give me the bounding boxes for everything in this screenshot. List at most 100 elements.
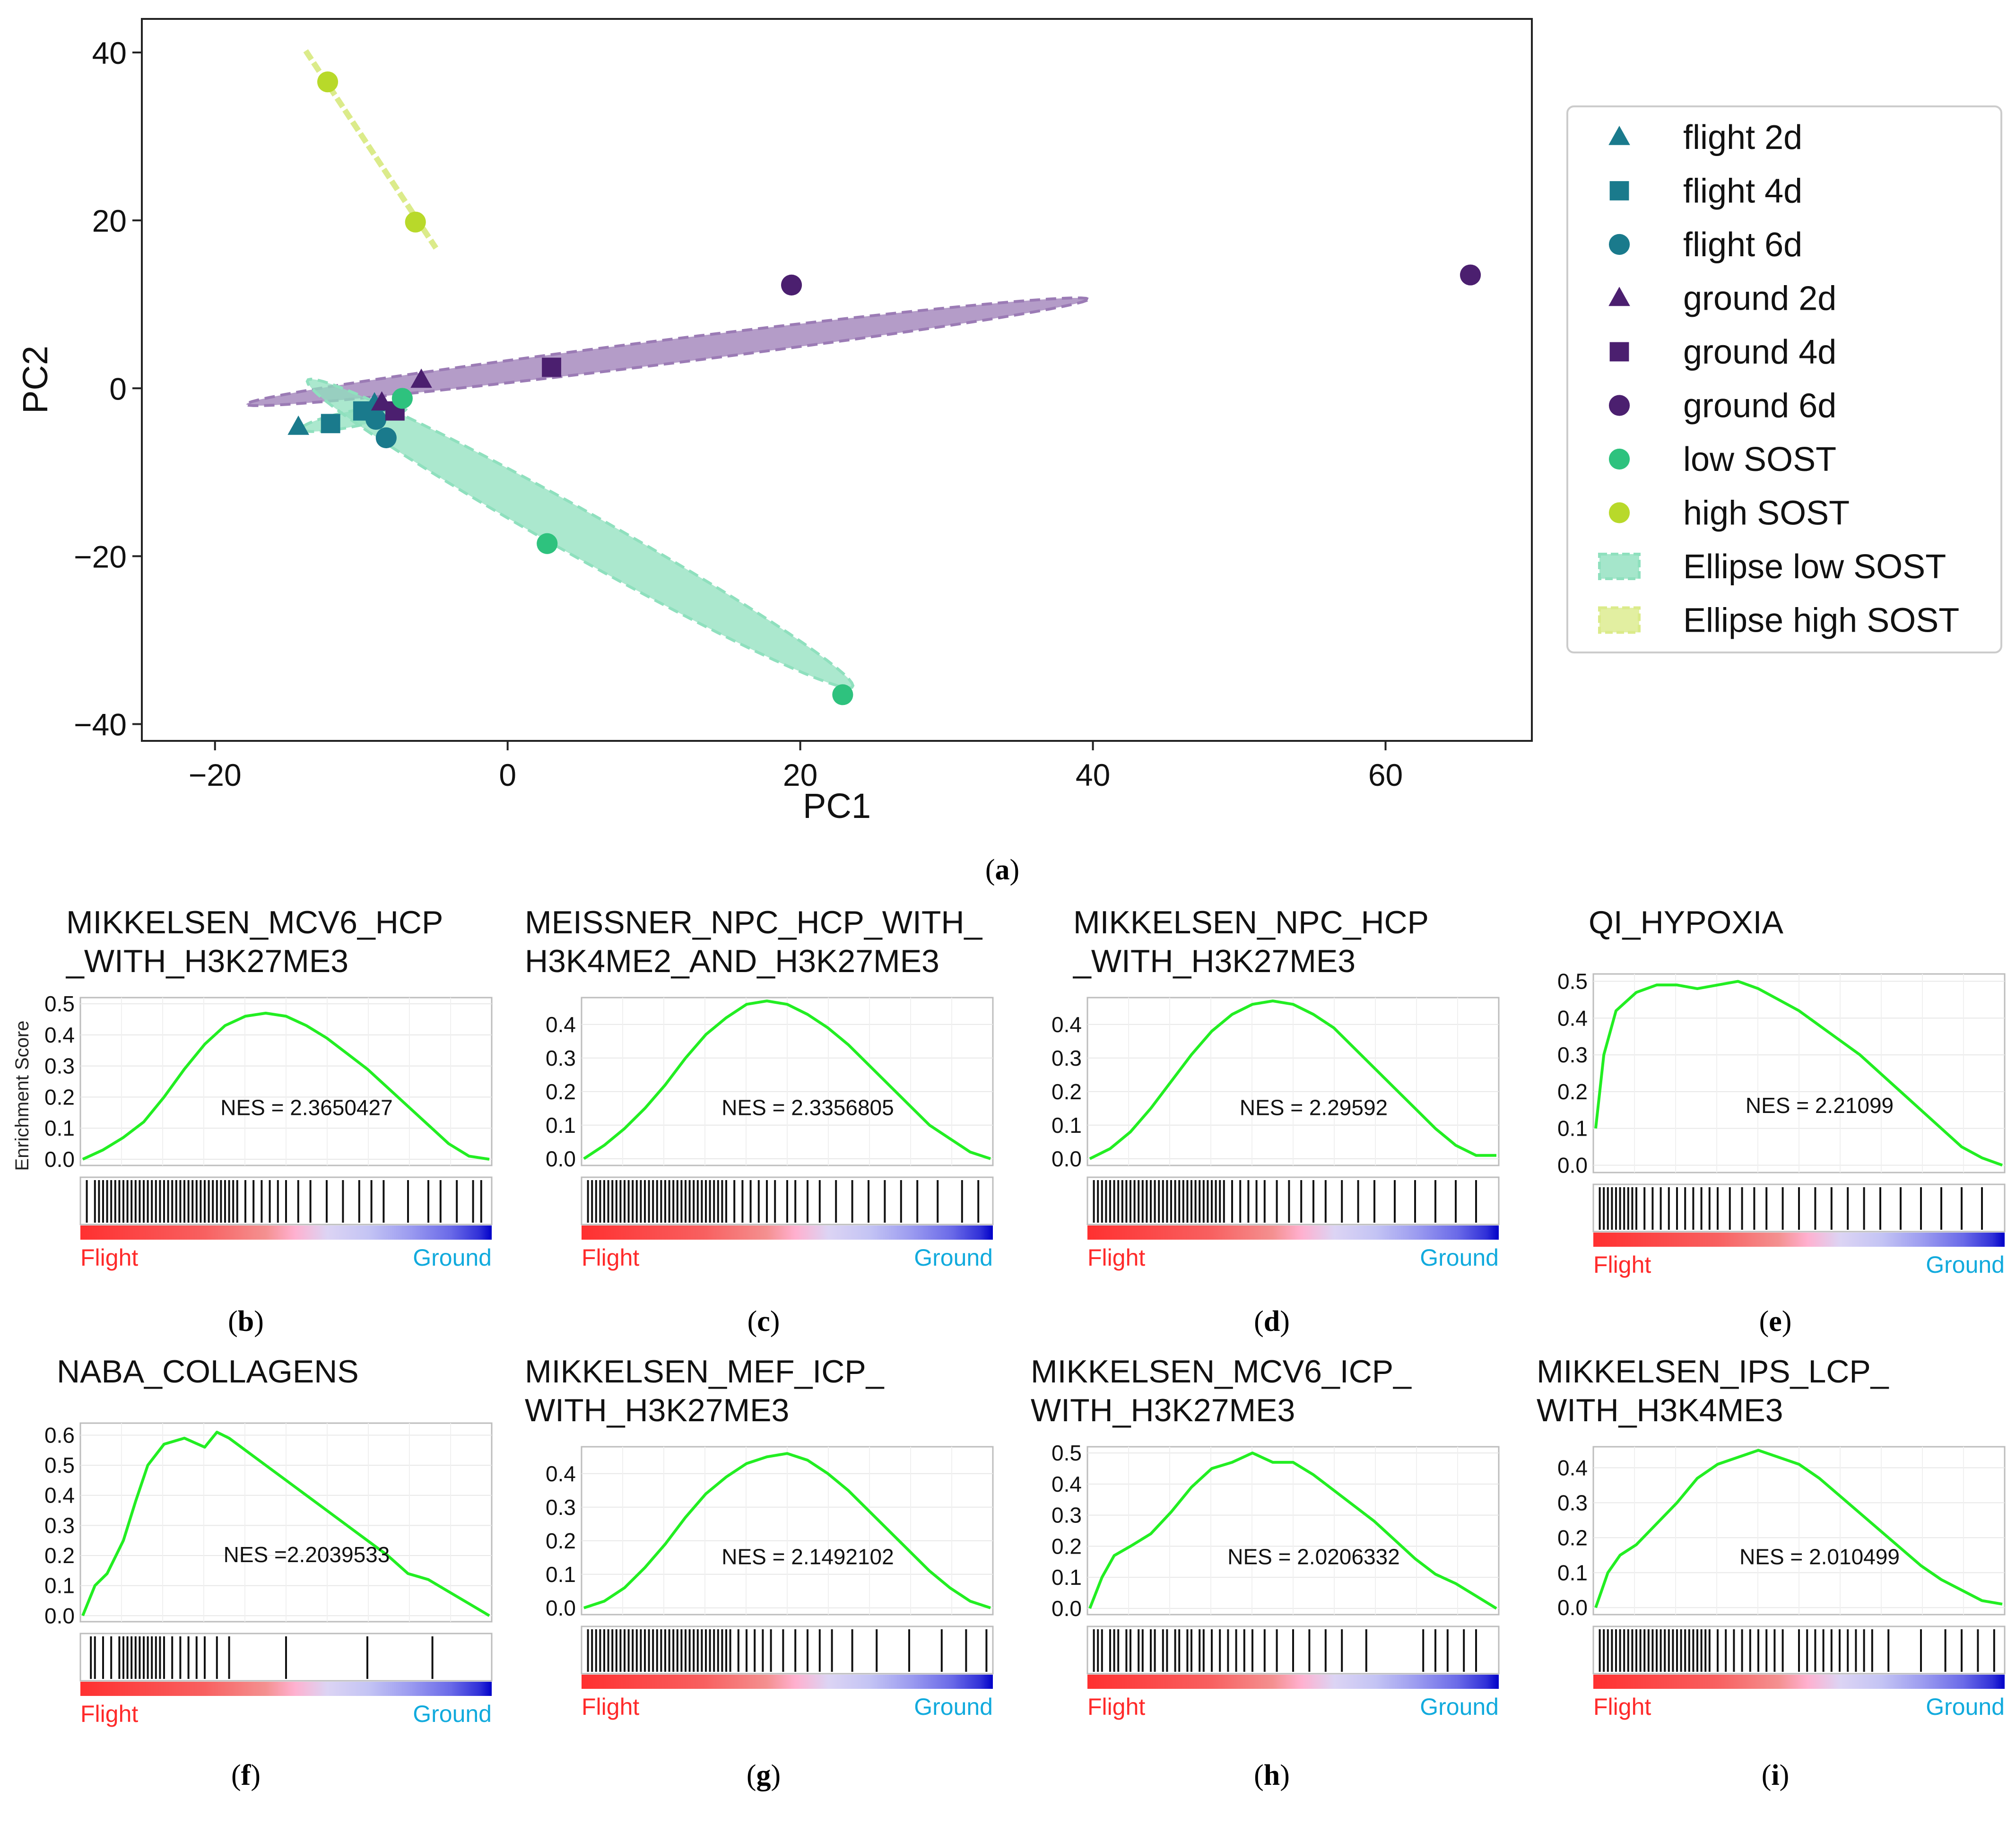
y-tick-label: 0.1 bbox=[1051, 1565, 1082, 1590]
y-tick-label: 0.2 bbox=[44, 1543, 75, 1568]
panel-label-g: (g) bbox=[746, 1759, 781, 1791]
legend-label: ground 6d bbox=[1683, 387, 1836, 425]
y-tick-label: 0.0 bbox=[44, 1603, 75, 1628]
gsea-panel-h: MIKKELSEN_MCV6_ICP_ WITH_H3K27ME3 0.0 0.1 0.… bbox=[1021, 1352, 1518, 1825]
y-tick-label: 0.1 bbox=[546, 1562, 576, 1587]
gsea-title: MEISSNER_NPC_HCP_WITH_ H3K4ME2_AND_H3K27M… bbox=[525, 903, 982, 981]
gsea-panel-d: MIKKELSEN_NPC_HCP _WITH_H3K27ME3 0.0 0.1 0.2… bbox=[1021, 903, 1518, 1376]
y-tick-label: 0.1 bbox=[1051, 1113, 1082, 1138]
legend-frame bbox=[1566, 105, 2002, 653]
y-tick-label: 40 bbox=[92, 35, 127, 70]
legend-marker-ground-2d bbox=[1608, 287, 1630, 306]
y-tick-label: 0.1 bbox=[1557, 1116, 1588, 1141]
enrichment-score-line bbox=[1594, 1449, 2003, 1608]
gsea-chart: 0.0 0.1 0.2 0.3 0.4 0.5 Enrichment Score NES = … bbox=[12, 991, 493, 1271]
gsea-title-line: MEISSNER_NPC_HCP_WITH_ bbox=[525, 904, 982, 940]
gsea-title-line: NABA_COLLAGENS bbox=[57, 1354, 359, 1390]
flight-label: Flight bbox=[582, 1244, 639, 1271]
plot-frame bbox=[141, 18, 1533, 742]
gsea-chart: 0.0 0.1 0.2 0.3 0.4 0.5 NES = 2.21099 Flight Gro… bbox=[1557, 969, 2006, 1278]
ranked-list-bar bbox=[1087, 1225, 1499, 1240]
y-tick-label: 0.4 bbox=[1557, 1455, 1588, 1480]
panel-label-a: (a) bbox=[985, 854, 1020, 886]
gsea-panel-f: NABA_COLLAGENS 0.0 0.1 0.2 0.3 0.4 0.5 0.6 NES =… bbox=[14, 1352, 511, 1825]
flight-label: Flight bbox=[1087, 1244, 1145, 1271]
x-tick-label: 20 bbox=[783, 757, 817, 792]
ground-label: Ground bbox=[1420, 1694, 1499, 1720]
y-tick-label: −40 bbox=[74, 707, 127, 742]
y-tick-label: 0.4 bbox=[546, 1461, 576, 1486]
y-tick-label: 0.1 bbox=[1557, 1560, 1588, 1585]
ranked-list-bar bbox=[80, 1682, 492, 1696]
legend-items: flight 2d flight 4d flight 6d ground 2d grou… bbox=[1598, 119, 1959, 640]
ellipse-ground bbox=[243, 296, 1091, 407]
pca-scatter-chart: −20 0 20 40 60 −40 −20 0 20 40 PC1 PC2 flight 2d… bbox=[16, 18, 2002, 826]
point-high-sost bbox=[405, 211, 426, 233]
flight-label: Flight bbox=[80, 1701, 138, 1727]
y-tick-label: 0.0 bbox=[1557, 1595, 1588, 1620]
point-high-sost bbox=[317, 71, 339, 93]
y-tick-label: 0.3 bbox=[1557, 1490, 1588, 1515]
flight-label: Flight bbox=[582, 1694, 639, 1720]
y-tick-label: 0.4 bbox=[44, 1023, 75, 1047]
x-axis-ticks: −20 0 20 40 60 bbox=[189, 741, 1403, 792]
point-ground-2d bbox=[410, 368, 432, 388]
y-axis-ticks: −40 −20 0 20 40 bbox=[74, 35, 142, 742]
gsea-title-line: H3K4ME2_AND_H3K27ME3 bbox=[525, 943, 939, 979]
y-tick-label: 20 bbox=[92, 203, 127, 238]
legend-marker-flight-2d bbox=[1608, 126, 1630, 145]
y-tick-label: 0.5 bbox=[1051, 1441, 1082, 1465]
gsea-panel-c: MEISSNER_NPC_HCP_WITH_ H3K4ME2_AND_H3K27M… bbox=[515, 903, 1012, 1376]
gsea-title: MIKKELSEN_NPC_HCP _WITH_H3K27ME3 bbox=[1073, 903, 1429, 981]
ground-label: Ground bbox=[914, 1694, 993, 1720]
enrichment-score-line bbox=[1088, 1451, 1497, 1610]
enrichment-score-line bbox=[583, 999, 991, 1160]
gsea-chart: 0.0 0.1 0.2 0.3 0.4 NES = 2.29592 Flight Ground bbox=[1051, 997, 1500, 1271]
ranked-list-bar bbox=[80, 1225, 492, 1240]
y-tick-label: 0.5 bbox=[44, 991, 75, 1016]
nes-label: NES = 2.3356805 bbox=[721, 1095, 894, 1120]
y-tick-label: 0.3 bbox=[44, 1513, 75, 1538]
y-tick-label: 0.2 bbox=[1051, 1079, 1082, 1104]
point-flight-2d bbox=[287, 415, 309, 435]
point-low-sost bbox=[537, 533, 558, 554]
y-tick-label: 0.5 bbox=[1557, 969, 1588, 994]
gsea-title: NABA_COLLAGENS bbox=[57, 1352, 359, 1391]
y-tick-label: −20 bbox=[74, 539, 127, 574]
point-low-sost bbox=[832, 684, 853, 705]
nes-label: NES = 2.1492102 bbox=[721, 1545, 894, 1569]
panel-label-c: (c) bbox=[747, 1305, 780, 1338]
legend-marker-low-sost bbox=[1608, 448, 1630, 470]
gsea-title: MIKKELSEN_MCV6_HCP _WITH_H3K27ME3 bbox=[66, 903, 443, 981]
panel-label-f: (f) bbox=[231, 1759, 261, 1791]
gsea-title-line: _WITH_H3K27ME3 bbox=[66, 943, 349, 979]
ellipse-low-sost bbox=[305, 377, 855, 690]
point-flight-6d bbox=[365, 408, 387, 430]
y-tick-label: 0.3 bbox=[44, 1054, 75, 1078]
y-tick-label: 0.2 bbox=[1557, 1525, 1588, 1550]
y-tick-label: 0.4 bbox=[1557, 1006, 1588, 1030]
y-tick-label: 0.0 bbox=[1051, 1147, 1082, 1171]
ranked-list-bar bbox=[582, 1225, 993, 1240]
gsea-title-line: MIKKELSEN_MCV6_ICP_ bbox=[1031, 1354, 1411, 1390]
point-low-sost bbox=[391, 388, 413, 409]
ground-label: Ground bbox=[1926, 1694, 2005, 1720]
y-tick-label: 0.2 bbox=[546, 1529, 576, 1553]
enrichment-score-line bbox=[81, 1431, 490, 1617]
ground-label: Ground bbox=[413, 1244, 492, 1271]
nes-label: NES = 2.21099 bbox=[1746, 1093, 1894, 1118]
x-tick-label: 60 bbox=[1368, 757, 1403, 792]
gsea-title: MIKKELSEN_MEF_ICP_ WITH_H3K27ME3 bbox=[525, 1352, 884, 1430]
x-tick-label: 0 bbox=[499, 757, 516, 792]
legend: flight 2d flight 4d flight 6d ground 2d grou… bbox=[1566, 105, 2002, 653]
gsea-title: MIKKELSEN_IPS_LCP_ WITH_H3K4ME3 bbox=[1537, 1352, 1889, 1430]
point-flight-4d bbox=[321, 414, 340, 434]
legend-label: ground 4d bbox=[1683, 333, 1836, 371]
y-tick-label: 0.6 bbox=[44, 1423, 75, 1447]
y-tick-label: 0.0 bbox=[1557, 1153, 1588, 1177]
legend-marker-ellipse-low-sost bbox=[1598, 553, 1641, 580]
y-axis-label: Enrichment Score bbox=[12, 1021, 33, 1171]
flight-label: Flight bbox=[80, 1244, 138, 1271]
gsea-chart: 0.0 0.1 0.2 0.3 0.4 NES = 2.010499 Flight Groun… bbox=[1557, 1446, 2006, 1720]
y-tick-label: 0.0 bbox=[44, 1147, 75, 1172]
